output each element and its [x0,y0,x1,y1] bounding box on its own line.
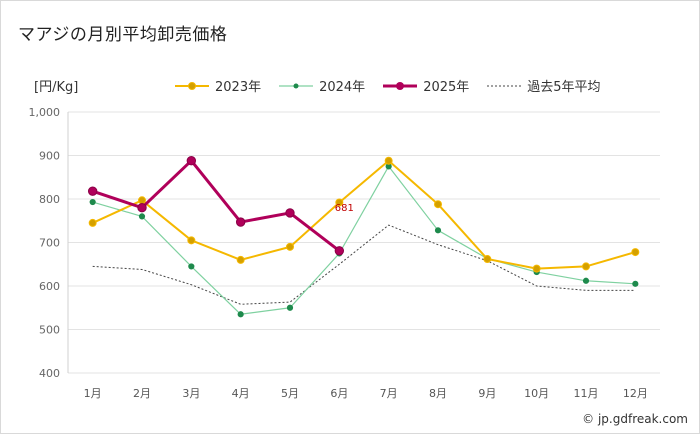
series-0-point [236,255,245,264]
series-0-point [384,156,393,165]
series-2-point [334,246,345,256]
legend-label-5yr-avg: 過去5年平均 [527,80,601,95]
legend-item-2024: 2024年 [279,76,365,95]
x-tick-label: 3月 [182,387,200,400]
series-0-point [631,248,640,257]
data-label: 681 [335,203,354,214]
credit-text: © jp.gdfreak.com [582,412,688,426]
series-0-point [582,262,590,271]
chart-title: マアジの月別平均卸売価格 [18,25,228,45]
series-0-point [532,264,541,273]
y-tick-label: 1,000 [29,106,61,119]
legend-swatch-5yr-avg [487,85,522,86]
x-tick-label: 1月 [84,387,102,400]
series-0-point [434,200,442,209]
series-1-point [89,198,96,206]
x-tick-label: 10月 [524,387,549,400]
y-tick-label: 400 [39,367,60,380]
legend-label-2025: 2025年 [423,80,470,95]
x-tick-label: 12月 [623,387,648,400]
x-tick-label: 6月 [330,387,348,400]
series-line-1 [92,165,636,315]
x-tick-label: 8月 [429,387,447,400]
series-1-point [434,227,442,234]
series-2-point [285,208,295,218]
series-2-point [137,203,147,213]
series-line-3 [92,224,636,305]
series-1-point [286,304,294,311]
series-line-2 [92,159,341,252]
series-2-point [186,156,197,166]
legend-label-2023: 2023年 [215,80,262,95]
x-tick-label: 9月 [478,387,496,400]
x-tick-label: 11月 [574,387,599,400]
y-tick-label: 800 [39,193,60,206]
series-2-point [235,217,246,227]
x-tick-label: 7月 [380,387,398,400]
series-1-point [138,213,146,220]
y-tick-label: 700 [39,237,60,250]
series-1-point [582,277,590,284]
series-1-point [188,263,195,270]
legend: 2023年 2024年 2025年 過去5年平均 [175,76,619,95]
series-0-point [138,196,146,205]
legend-item-5yr-avg: 過去5年平均 [487,76,601,95]
legend-item-2023: 2023年 [175,76,261,95]
series-1-point [632,280,639,287]
series-0-point [286,242,294,251]
series-0-point [483,255,492,264]
y-tick-label: 500 [39,324,60,337]
y-tick-label: 600 [39,280,60,293]
series-0-point [88,218,97,227]
legend-swatch-2024 [279,83,314,88]
legend-item-2025: 2025年 [383,76,469,95]
series-1-point [237,311,244,318]
legend-label-2024: 2024年 [319,80,366,95]
y-axis-unit-label: [円/Kg] [34,80,79,95]
x-tick-label: 2月 [133,387,151,400]
x-tick-label: 5月 [281,387,299,400]
y-tick-label: 900 [39,150,60,163]
series-0-point [335,198,344,207]
legend-swatch-2023 [175,81,209,90]
series-2-point [87,186,98,196]
series-0-point [187,236,196,245]
series-line-0 [92,159,636,270]
legend-swatch-2025 [383,81,418,90]
x-tick-label: 4月 [232,387,250,400]
